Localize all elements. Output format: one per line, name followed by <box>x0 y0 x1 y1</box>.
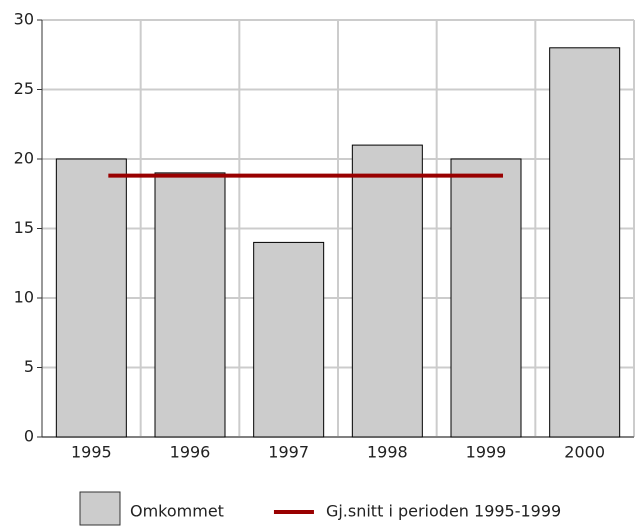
legend-label: Omkommet <box>130 502 224 521</box>
bar <box>253 241 325 438</box>
x-tick-label: 1998 <box>367 443 408 462</box>
y-tick-label: 0 <box>24 427 34 446</box>
x-tick-label: 1997 <box>268 443 309 462</box>
legend-swatch <box>79 491 121 526</box>
x-tick-label: 1995 <box>71 443 112 462</box>
y-tick-label: 20 <box>14 149 34 168</box>
y-tick-label: 30 <box>14 10 34 29</box>
x-tick-label: 1999 <box>466 443 507 462</box>
y-tick-label: 25 <box>14 79 34 98</box>
bar <box>55 158 127 438</box>
bar <box>450 158 522 438</box>
bar <box>154 172 226 438</box>
x-tick-label: 2000 <box>564 443 605 462</box>
y-tick-label: 15 <box>14 218 34 237</box>
bar <box>549 47 621 438</box>
y-tick-label: 5 <box>24 357 34 376</box>
bar <box>351 144 423 438</box>
x-tick-label: 1996 <box>170 443 211 462</box>
y-tick-label: 10 <box>14 288 34 307</box>
legend-label: Gj.snitt i perioden 1995-1999 <box>326 502 561 521</box>
